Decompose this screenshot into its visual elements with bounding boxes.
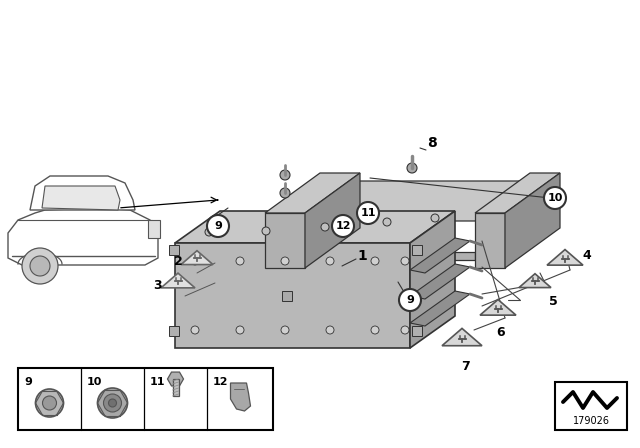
Circle shape: [401, 326, 409, 334]
Bar: [18, 368, 273, 430]
Circle shape: [205, 228, 213, 236]
Bar: [173, 379, 179, 396]
Circle shape: [280, 188, 290, 198]
Circle shape: [332, 215, 354, 237]
Polygon shape: [8, 208, 158, 265]
Circle shape: [191, 257, 199, 265]
Text: 9: 9: [406, 295, 414, 305]
Circle shape: [109, 399, 116, 407]
Polygon shape: [480, 300, 516, 315]
Bar: [412, 326, 422, 336]
Polygon shape: [442, 328, 482, 346]
Polygon shape: [305, 173, 360, 268]
Polygon shape: [230, 383, 250, 411]
Polygon shape: [175, 211, 455, 243]
Polygon shape: [345, 213, 425, 221]
Polygon shape: [181, 251, 213, 265]
Text: 9: 9: [214, 221, 222, 231]
Circle shape: [30, 256, 50, 276]
Circle shape: [383, 218, 391, 226]
Bar: [148, 220, 160, 238]
Circle shape: [207, 215, 229, 237]
Circle shape: [42, 396, 56, 410]
Text: 3: 3: [153, 279, 161, 292]
Text: 1: 1: [357, 249, 367, 263]
Circle shape: [22, 248, 58, 284]
Circle shape: [431, 214, 439, 222]
Polygon shape: [305, 252, 475, 260]
Circle shape: [326, 257, 334, 265]
Bar: [282, 291, 292, 301]
Polygon shape: [410, 211, 455, 348]
Circle shape: [545, 196, 555, 206]
Polygon shape: [475, 213, 505, 268]
Circle shape: [236, 257, 244, 265]
Circle shape: [280, 170, 290, 180]
Circle shape: [321, 223, 329, 231]
Polygon shape: [519, 274, 551, 288]
Polygon shape: [475, 173, 560, 213]
Polygon shape: [305, 181, 530, 221]
Text: 10: 10: [87, 377, 102, 387]
Bar: [169, 326, 179, 336]
Text: 8: 8: [427, 136, 437, 150]
Text: 5: 5: [548, 294, 557, 307]
Circle shape: [281, 326, 289, 334]
Circle shape: [326, 326, 334, 334]
Bar: [555, 382, 627, 430]
Text: 9: 9: [24, 377, 32, 387]
Text: 4: 4: [582, 249, 591, 262]
Polygon shape: [168, 372, 184, 386]
Circle shape: [401, 257, 409, 265]
Circle shape: [236, 326, 244, 334]
Polygon shape: [30, 176, 135, 210]
Text: 12: 12: [213, 377, 228, 387]
Polygon shape: [410, 238, 470, 273]
Polygon shape: [42, 186, 120, 210]
Text: 6: 6: [497, 326, 506, 339]
Polygon shape: [175, 243, 410, 348]
Text: 11: 11: [150, 377, 166, 387]
Text: 2: 2: [173, 254, 182, 267]
Polygon shape: [161, 273, 195, 288]
Circle shape: [371, 326, 379, 334]
Text: 10: 10: [547, 193, 563, 203]
Polygon shape: [265, 173, 360, 213]
Polygon shape: [265, 213, 305, 268]
Circle shape: [407, 163, 417, 173]
Circle shape: [262, 227, 270, 235]
Text: 12: 12: [335, 221, 351, 231]
Circle shape: [399, 289, 421, 311]
Circle shape: [371, 257, 379, 265]
Circle shape: [544, 187, 566, 209]
Circle shape: [35, 389, 63, 417]
Polygon shape: [547, 250, 583, 265]
Text: 179026: 179026: [573, 416, 609, 426]
Text: 11: 11: [360, 208, 376, 218]
Text: 7: 7: [461, 359, 469, 372]
Polygon shape: [505, 173, 560, 268]
Bar: [412, 245, 422, 255]
Circle shape: [97, 388, 127, 418]
Polygon shape: [410, 264, 470, 299]
Circle shape: [357, 202, 379, 224]
Circle shape: [281, 257, 289, 265]
Bar: [169, 245, 179, 255]
Circle shape: [191, 326, 199, 334]
Polygon shape: [410, 291, 470, 326]
Circle shape: [104, 394, 122, 412]
